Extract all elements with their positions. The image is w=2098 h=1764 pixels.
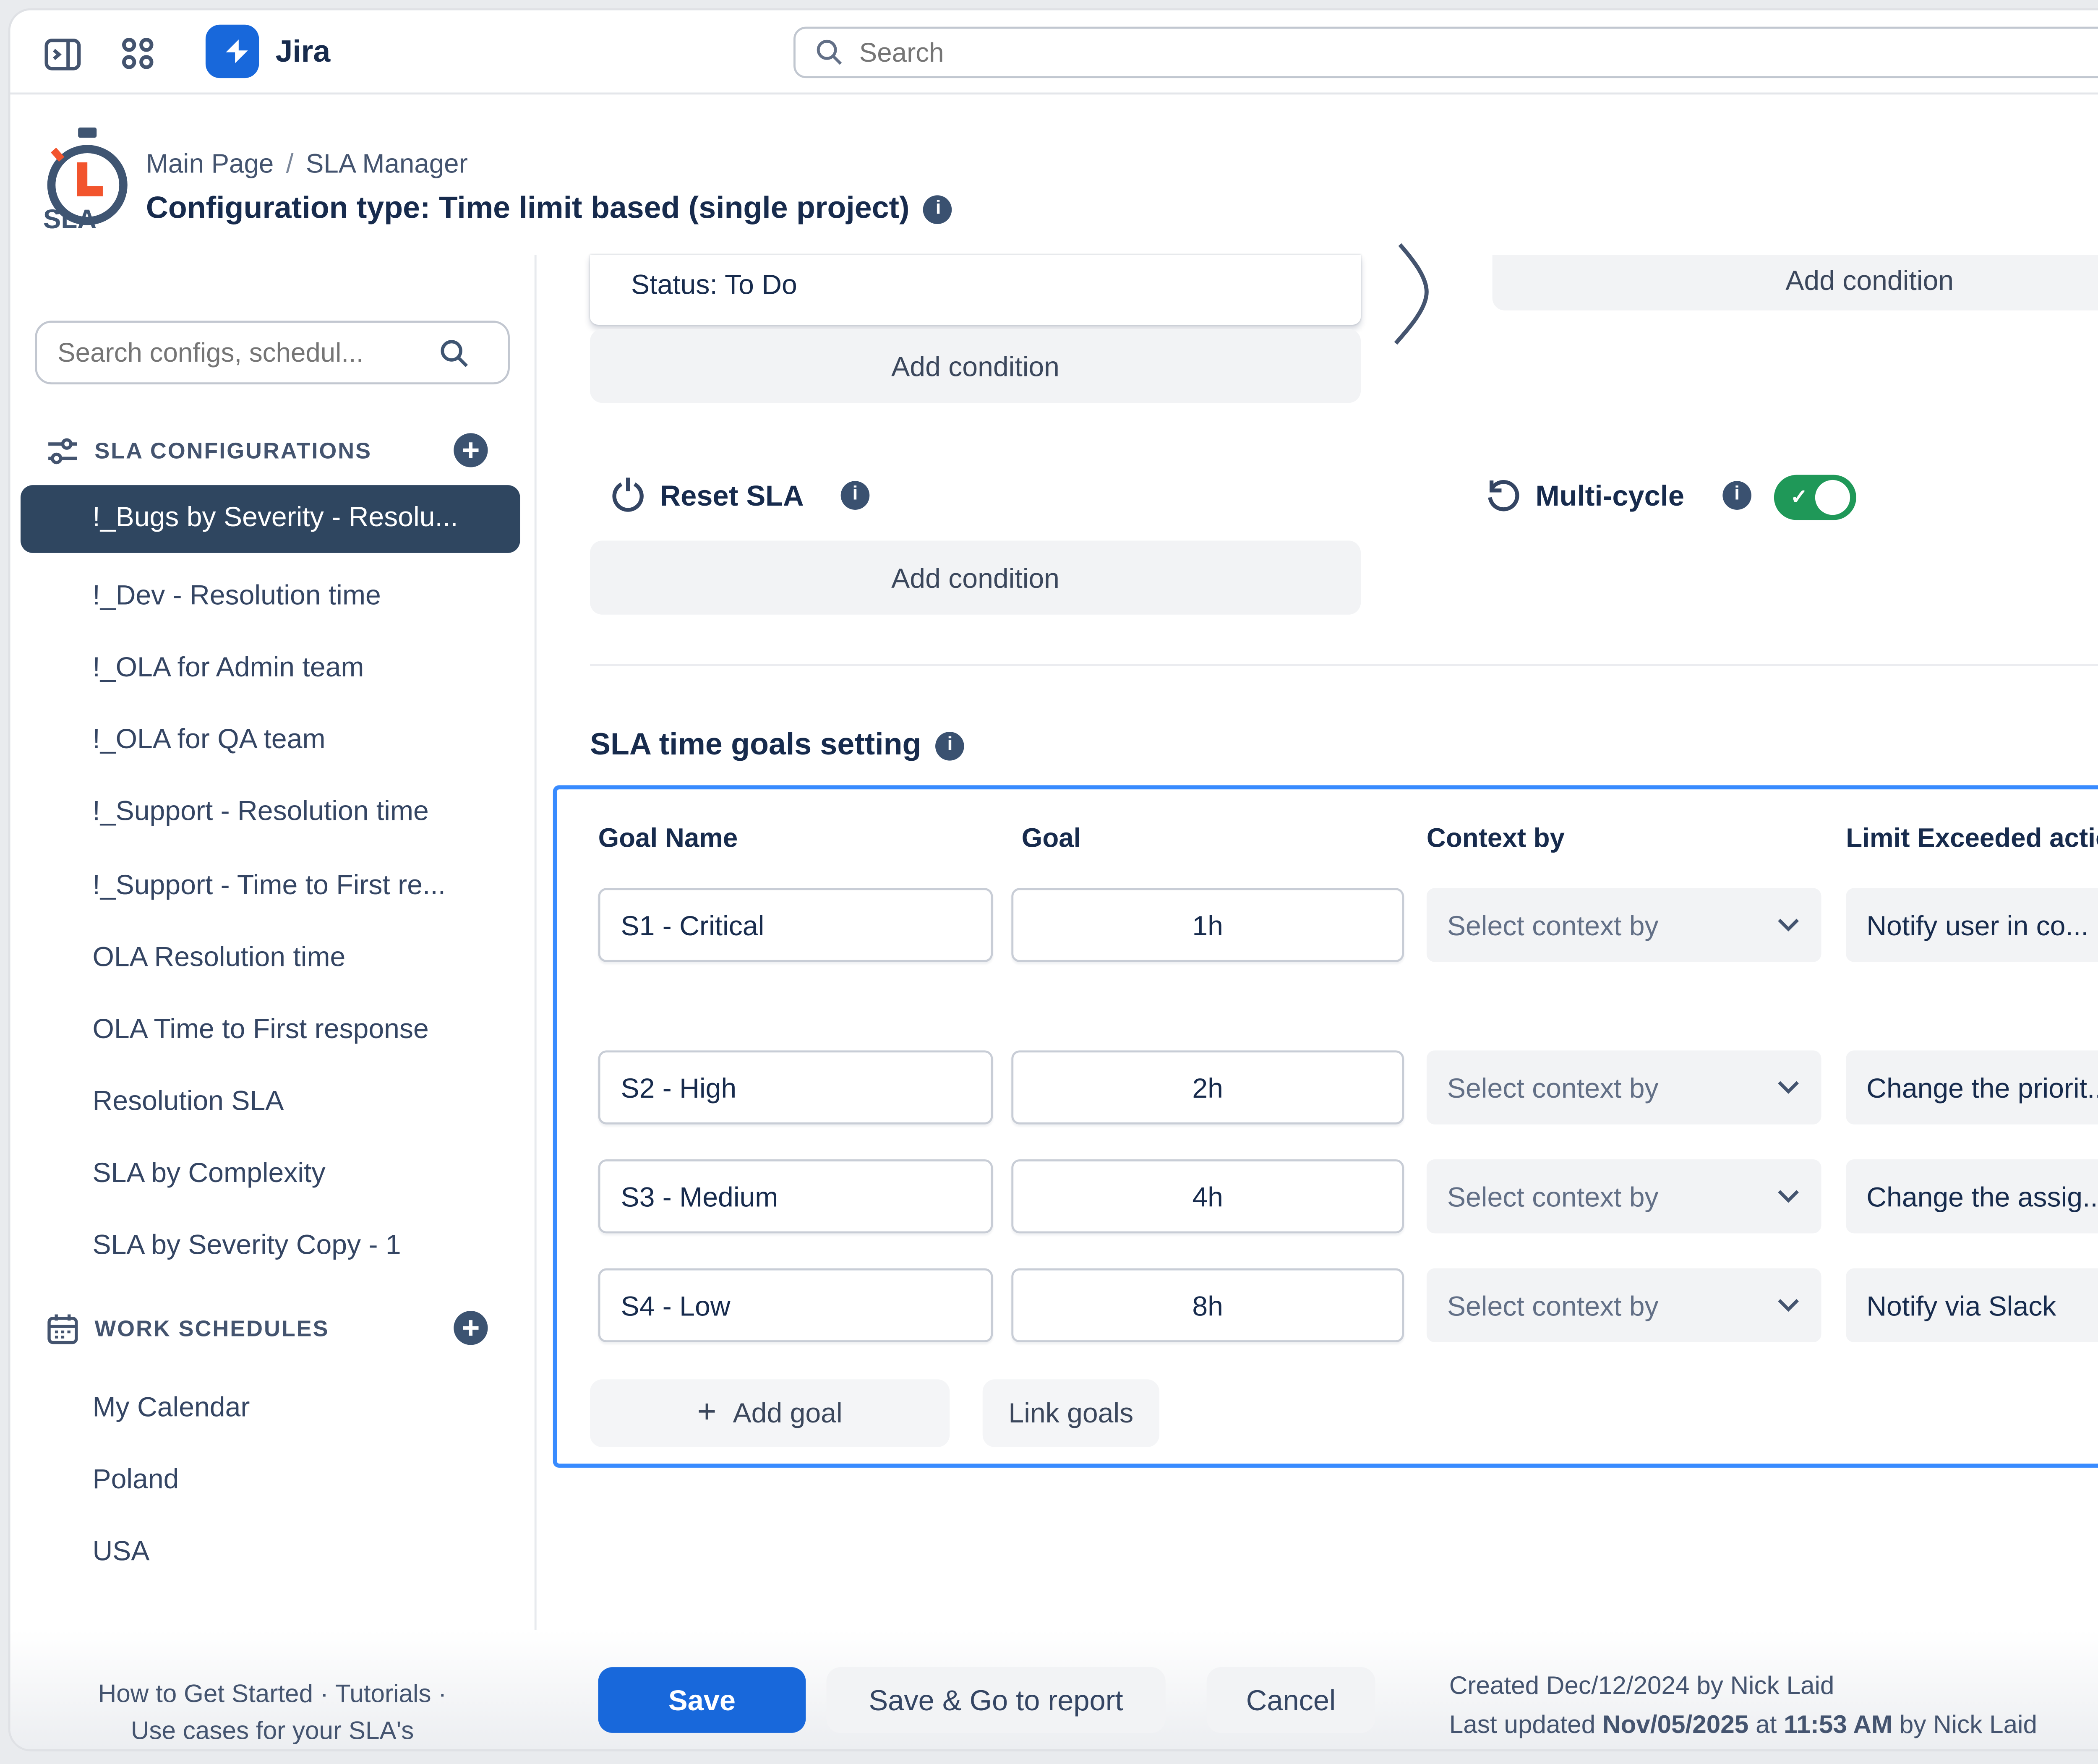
limit-action-select[interactable]: Change the priorit... [1846, 1050, 2098, 1125]
sidebar-item-resolution-sla[interactable]: Resolution SLA [92, 1085, 284, 1117]
sidebar-footer-line2: Use cases for your SLA's [10, 1717, 534, 1746]
col-header-goal: Goal [1021, 822, 1081, 853]
sidebar-item-usa[interactable]: USA [92, 1535, 150, 1567]
global-search[interactable] [793, 26, 2098, 78]
col-header-goal-name: Goal Name [598, 822, 738, 853]
breadcrumb: Main Page / SLA Manager [146, 148, 468, 179]
how-to-get-started-link[interactable]: How to Get Started [98, 1679, 313, 1709]
context-by-select[interactable]: Select context by [1426, 1159, 1821, 1234]
svg-text:SLA: SLA [43, 204, 97, 234]
col-header-context-by: Context by [1426, 822, 1565, 853]
page-title: Configuration type: Time limit based (si… [146, 191, 910, 226]
section-divider [590, 664, 2098, 666]
context-by-select[interactable]: Select context by [1426, 1050, 1821, 1125]
goal-name-input[interactable] [598, 1050, 993, 1125]
chevron-down-icon [1778, 1081, 1799, 1094]
work-schedules-header: WORK SCHEDULES [45, 1312, 329, 1346]
goal-value-input[interactable] [1011, 1050, 1404, 1125]
sidebar-item-ola-resolution-time[interactable]: OLA Resolution time [92, 941, 346, 973]
use-cases-link[interactable]: Use cases for your SLA's [130, 1716, 414, 1746]
limit-action-select[interactable]: Change the assig... [1846, 1159, 2098, 1234]
sidebar-item-poland[interactable]: Poland [92, 1464, 179, 1495]
app-switcher-icon[interactable] [117, 33, 158, 74]
col-header-limit-action: Limit Exceeded action [1846, 822, 2098, 853]
cancel-button[interactable]: Cancel [1206, 1667, 1375, 1733]
add-work-schedule-button[interactable] [452, 1310, 489, 1346]
add-sla-configuration-button[interactable] [452, 432, 489, 469]
multi-cycle-history-icon [1488, 480, 1519, 511]
multi-cycle-label: Multi-cycle [1535, 479, 1685, 512]
goal-name-input[interactable] [598, 1159, 993, 1234]
sidebar-item-my-calendar[interactable]: My Calendar [92, 1391, 250, 1423]
save-go-report-button[interactable]: Save & Go to report [826, 1667, 1166, 1733]
goals-title-row: SLA time goals setting i [590, 728, 965, 763]
check-icon: ✓ [1790, 486, 1808, 509]
top-navigation-bar: Jira + Create ? NL [10, 10, 2098, 95]
multi-cycle-toggle[interactable]: ✓ [1774, 475, 1856, 520]
sidebar-item-sla-by-severity-copy[interactable]: SLA by Severity Copy - 1 [92, 1229, 401, 1260]
add-goal-button[interactable]: + Add goal [590, 1379, 950, 1447]
start-condition-text: Status: To Do [631, 269, 797, 300]
chevron-down-icon [1778, 1299, 1799, 1312]
sliders-icon [48, 438, 77, 464]
created-info: Created Dec/12/2024 by Nick Laid [1449, 1671, 1834, 1700]
save-button[interactable]: Save [598, 1667, 806, 1733]
sidebar-item-ola-qa[interactable]: !_OLA for QA team [92, 723, 326, 754]
sidebar-search-input[interactable] [57, 337, 438, 368]
tutorials-link[interactable]: Tutorials [335, 1679, 431, 1709]
chevron-down-icon [1778, 919, 1799, 932]
app-window: Jira + Create ? NL SLA [10, 10, 2098, 1750]
goals-table: Goal Name Goal Context by Limit Exceeded… [553, 785, 2098, 1468]
limit-action-select[interactable]: Notify user in co... [1846, 888, 2098, 962]
goal-name-input[interactable] [598, 888, 993, 962]
link-goals-button[interactable]: Link goals [982, 1379, 1160, 1447]
jira-logo-icon[interactable] [205, 24, 259, 78]
sidebar-item-sla-by-complexity[interactable]: SLA by Complexity [92, 1157, 326, 1188]
goal-name-input[interactable] [598, 1268, 993, 1343]
sidebar-footer-line1: How to Get Started · Tutorials · [98, 1679, 447, 1709]
breadcrumb-main-page[interactable]: Main Page [146, 148, 274, 179]
sla-app-logo: SLA [39, 127, 136, 245]
multi-cycle-info-icon[interactable]: i [1722, 481, 1751, 510]
start-condition-card[interactable]: Status: To Do [590, 255, 1361, 325]
breadcrumb-sla-manager[interactable]: SLA Manager [305, 148, 468, 179]
goals-section-title: SLA time goals setting [590, 728, 921, 763]
power-icon [612, 478, 644, 512]
search-icon [817, 39, 842, 65]
reset-sla-label: Reset SLA [660, 479, 804, 512]
goal-value-input[interactable] [1011, 888, 1404, 962]
calendar-icon [47, 1314, 78, 1344]
app-name: Jira [275, 35, 331, 70]
page-title-row: Configuration type: Time limit based (si… [146, 191, 953, 226]
global-search-input[interactable] [859, 37, 2093, 68]
sidebar-item-support-resolution[interactable]: !_Support - Resolution time [92, 795, 429, 827]
flow-arrow-icon [1394, 243, 1429, 345]
plus-icon: + [697, 1394, 717, 1430]
sidebar-divider [534, 255, 537, 1750]
sidebar-item-support-first-response[interactable]: !_Support - Time to First re... [92, 869, 446, 900]
chevron-down-icon [1778, 1190, 1799, 1203]
sidebar-item-bugs-by-severity-selected[interactable]: !_Bugs by Severity - Resolu... [20, 485, 520, 553]
context-by-select[interactable]: Select context by [1426, 1268, 1821, 1343]
reset-sla-info-icon[interactable]: i [840, 481, 870, 510]
sidebar-item-ola-admin[interactable]: !_OLA for Admin team [92, 651, 364, 683]
limit-action-select[interactable]: Notify via Slack [1846, 1268, 2098, 1343]
updated-info: Last updated Nov/05/2025 at 11:53 AM by … [1449, 1710, 2038, 1739]
reset-add-condition-button[interactable]: Add condition [590, 540, 1361, 615]
sla-configurations-header: SLA CONFIGURATIONS [45, 434, 372, 469]
pause-add-condition-bar[interactable]: Add condition [1492, 255, 2098, 311]
sidebar-search[interactable] [35, 321, 510, 385]
page-header: SLA Main Page / SLA Manager Configuration … [10, 94, 2098, 255]
context-by-select[interactable]: Select context by [1426, 888, 1821, 962]
search-icon [441, 339, 468, 366]
sidebar-item-ola-first-response[interactable]: OLA Time to First response [92, 1013, 429, 1044]
start-add-condition-button[interactable]: Add condition [590, 329, 1361, 403]
goal-value-input[interactable] [1011, 1159, 1404, 1234]
title-info-icon[interactable]: i [924, 194, 953, 223]
goals-info-icon[interactable]: i [935, 731, 965, 760]
collapse-sidebar-icon[interactable] [39, 31, 84, 76]
goal-value-input[interactable] [1011, 1268, 1404, 1343]
sidebar-item-dev-resolution[interactable]: !_Dev - Resolution time [92, 579, 381, 611]
